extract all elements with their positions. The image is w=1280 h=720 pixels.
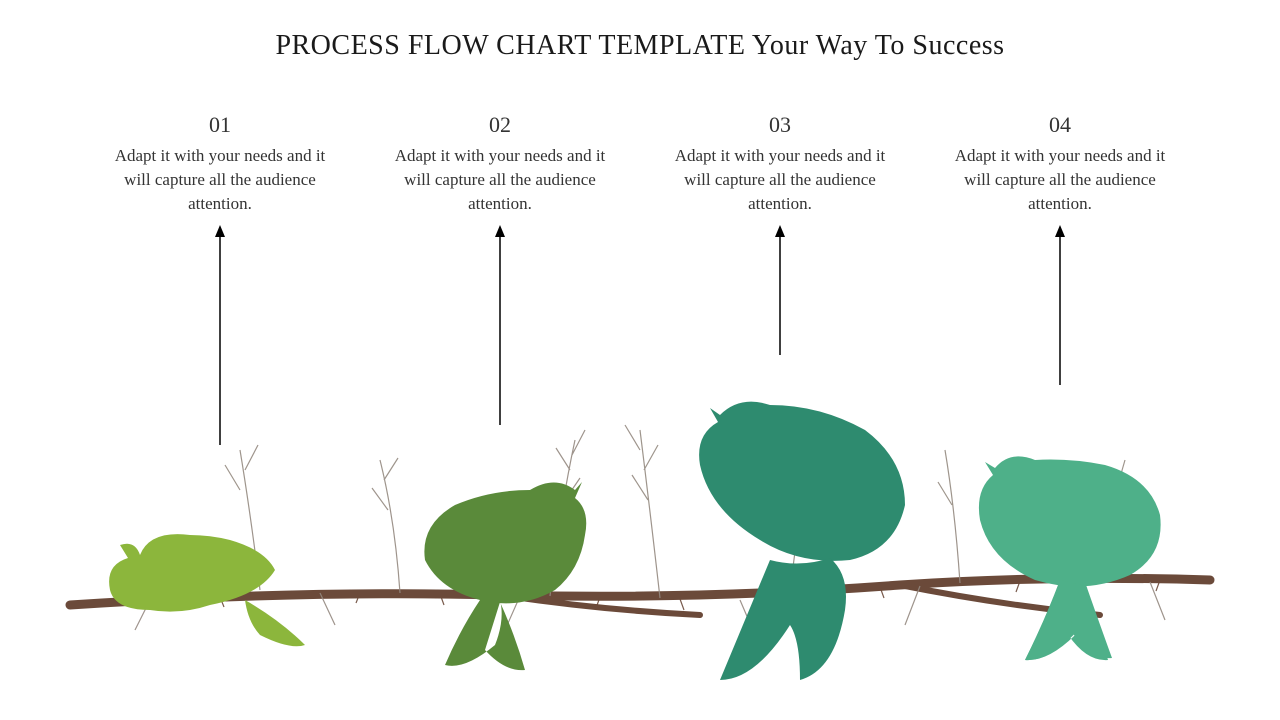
step-desc: Adapt it with your needs and it will cap… <box>105 144 335 215</box>
bird-1 <box>109 534 305 646</box>
page-title: PROCESS FLOW CHART TEMPLATE Your Way To … <box>0 0 1280 62</box>
bird-2 <box>424 482 586 670</box>
step-desc: Adapt it with your needs and it will cap… <box>385 144 615 215</box>
step-num: 03 <box>665 112 895 138</box>
step-num: 04 <box>945 112 1175 138</box>
step-4: 04 Adapt it with your needs and it will … <box>945 112 1175 215</box>
bird-3 <box>699 402 905 680</box>
step-num: 01 <box>105 112 335 138</box>
step-2: 02 Adapt it with your needs and it will … <box>385 112 615 215</box>
step-num: 02 <box>385 112 615 138</box>
bird-4 <box>979 456 1161 660</box>
step-desc: Adapt it with your needs and it will cap… <box>665 144 895 215</box>
birds-on-branch-illustration <box>0 310 1280 690</box>
step-3: 03 Adapt it with your needs and it will … <box>665 112 895 215</box>
steps-row: 01 Adapt it with your needs and it will … <box>0 112 1280 215</box>
step-desc: Adapt it with your needs and it will cap… <box>945 144 1175 215</box>
step-1: 01 Adapt it with your needs and it will … <box>105 112 335 215</box>
